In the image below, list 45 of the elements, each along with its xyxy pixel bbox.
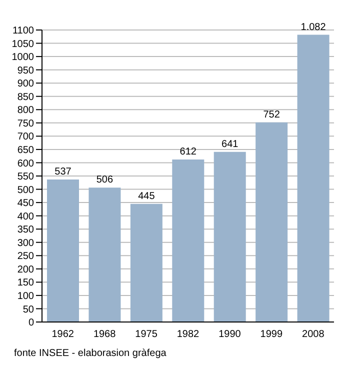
bar bbox=[256, 122, 288, 322]
bar bbox=[47, 179, 80, 322]
y-tick-label: 150 bbox=[17, 278, 34, 289]
y-tick-label: 850 bbox=[17, 92, 34, 103]
data-label: 537 bbox=[54, 166, 72, 178]
y-tick-label: 0 bbox=[28, 318, 34, 329]
x-tick-label: 1968 bbox=[93, 329, 116, 340]
y-tick-label: 450 bbox=[17, 198, 34, 210]
y-tick-label: 100 bbox=[17, 291, 34, 302]
data-label: 752 bbox=[263, 109, 280, 120]
bar bbox=[214, 152, 246, 322]
y-tick-label: 950 bbox=[17, 65, 34, 76]
y-tick-label: 300 bbox=[17, 238, 34, 249]
x-tick-label: 1962 bbox=[52, 329, 74, 340]
y-tick-label: 900 bbox=[17, 78, 34, 90]
y-tick-label: 50 bbox=[22, 304, 34, 316]
x-tick-label: 1999 bbox=[260, 329, 283, 340]
bar bbox=[88, 188, 121, 322]
y-tick-label: 600 bbox=[17, 158, 34, 170]
y-tick-label: 250 bbox=[17, 251, 34, 262]
y-tick-label: 400 bbox=[17, 211, 34, 222]
y-tick-label: 350 bbox=[17, 224, 34, 236]
bar bbox=[172, 160, 204, 322]
y-tick-label: 200 bbox=[17, 264, 34, 276]
data-label: 506 bbox=[96, 174, 114, 186]
y-tick-label: 500 bbox=[17, 184, 34, 196]
y-tick-label: 550 bbox=[17, 172, 34, 183]
x-tick-label: 1990 bbox=[218, 329, 242, 340]
y-tick-label: 750 bbox=[17, 118, 34, 130]
y-tick-label: 1050 bbox=[12, 38, 34, 50]
y-tick-label: 1100 bbox=[12, 26, 34, 37]
source-note: fonte INSEE - elaborasion gràfega bbox=[14, 348, 168, 359]
x-tick-label: 1975 bbox=[135, 329, 158, 340]
bar bbox=[130, 204, 162, 322]
bar bbox=[297, 34, 330, 322]
y-tick-label: 700 bbox=[17, 132, 34, 143]
x-tick-label: 2008 bbox=[302, 329, 325, 340]
y-tick-label: 1000 bbox=[12, 52, 34, 64]
x-tick-label: 1982 bbox=[176, 329, 200, 340]
data-label: 641 bbox=[222, 138, 239, 150]
data-label: 1.082 bbox=[300, 22, 326, 33]
data-label: 612 bbox=[180, 146, 197, 158]
y-tick-label: 800 bbox=[17, 105, 34, 116]
data-label: 445 bbox=[138, 190, 156, 202]
y-tick-label: 650 bbox=[17, 145, 34, 156]
